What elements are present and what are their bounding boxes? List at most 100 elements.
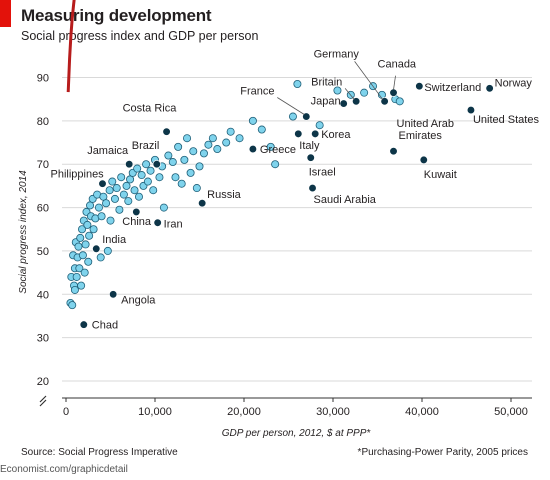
point-label: Angola — [121, 294, 156, 306]
y-tick-label: 50 — [37, 246, 49, 258]
scatter-point — [78, 251, 87, 260]
point-label: Britain — [311, 76, 342, 88]
scatter-point — [266, 142, 275, 151]
scatter-point — [110, 194, 119, 203]
scatter-point — [117, 173, 126, 182]
x-tick-label: 50,000 — [494, 406, 528, 418]
label-leader-line — [393, 75, 396, 90]
point-labels: Chad Angola India China Iran Philippines Jamai… — [50, 48, 539, 331]
point-label-line: United Arab — [397, 118, 454, 130]
scatter-point — [146, 166, 155, 175]
ppp-footnote: *Purchasing-Power Parity, 2005 prices — [357, 447, 528, 458]
scatter-point — [189, 147, 198, 156]
data-points — [66, 80, 494, 329]
x-tick-label: 0 — [63, 406, 69, 418]
scatter-point — [72, 272, 81, 281]
highlighted-point — [132, 207, 141, 217]
point-label: Japan — [311, 96, 341, 108]
point-label: Israel — [309, 167, 336, 179]
highlighted-point — [198, 199, 207, 208]
y-tick-label: 90 — [37, 73, 49, 85]
scatter-point — [124, 197, 133, 206]
point-label: Saudi Arabia — [314, 194, 377, 206]
scatter-point — [293, 80, 302, 89]
scatter-point — [97, 212, 106, 221]
point-label: Switzerland — [424, 82, 481, 94]
scatter-point — [84, 257, 93, 266]
highlighted-point — [419, 155, 428, 165]
scatter-point — [108, 177, 117, 186]
scatter-point — [102, 199, 111, 208]
scatter-point — [81, 240, 90, 249]
scatter-point — [77, 281, 86, 290]
highlighted-point — [125, 160, 134, 169]
scatter-point — [288, 112, 297, 121]
scatter-point — [235, 134, 244, 143]
highlighted-point — [248, 144, 258, 154]
point-label: Germany — [314, 48, 360, 60]
scatter-point — [75, 264, 84, 273]
point-label: Canada — [378, 59, 417, 71]
point-label: China — [122, 216, 152, 228]
highlighted-point — [466, 105, 476, 115]
y-axis-title: Social progress index, 2014 — [18, 170, 29, 294]
x-tick-label: 40,000 — [405, 406, 439, 418]
scatter-point — [89, 225, 98, 234]
scatter-point — [106, 216, 115, 225]
y-tick-label: 20 — [37, 376, 49, 388]
point-label: Chad — [92, 320, 118, 332]
scatter-point — [171, 173, 180, 182]
scatter-point — [271, 160, 280, 169]
site-link[interactable]: Economist.com/graphicdetail — [0, 464, 128, 475]
scatter-point — [195, 162, 204, 171]
chart-title: Measuring development — [21, 6, 212, 25]
highlighted-point — [79, 320, 88, 329]
highlighted-point — [415, 82, 424, 91]
x-tick-label: 20,000 — [227, 406, 261, 418]
y-tick-label: 60 — [37, 203, 49, 215]
highlighted-point — [311, 129, 320, 139]
scatter-point — [177, 179, 186, 188]
point-label: Greece — [260, 144, 296, 156]
scatter-point — [96, 253, 105, 262]
scatter-point — [85, 231, 94, 240]
label-leader-line — [354, 61, 383, 100]
x-axis-title: GDP per person, 2012, $ at PPP* — [222, 428, 372, 439]
scatter-point — [174, 142, 183, 151]
highlighted-point — [389, 147, 398, 156]
scatter-point — [78, 225, 87, 234]
scatter-point — [149, 186, 158, 195]
highlighted-point — [152, 160, 161, 169]
scatter-point — [137, 171, 146, 180]
highlighted-point — [109, 290, 118, 299]
scatter-point — [183, 134, 192, 143]
scatter-point — [74, 242, 83, 251]
chart-subtitle: Social progress index and GDP per person — [21, 29, 259, 43]
scatter-point — [208, 134, 217, 143]
point-label: France — [240, 86, 274, 98]
highlighted-point — [351, 97, 361, 106]
scatter-point — [315, 121, 324, 130]
axes: 20 30 40 50 60 70 80 90 0 10,000 20,000 30,000 40,00… — [18, 73, 532, 439]
scatter-point — [105, 186, 114, 195]
scatter-point — [204, 140, 213, 149]
highlighted-point — [380, 97, 389, 106]
y-tick-label: 30 — [37, 333, 49, 345]
scatter-point — [222, 138, 231, 147]
label-leader-line — [344, 88, 355, 100]
scatter-point — [186, 168, 195, 177]
scatter-point — [133, 164, 142, 173]
scatter-point — [180, 155, 189, 164]
highlighted-point — [294, 129, 303, 139]
highlighted-point — [389, 88, 398, 97]
point-label: Iran — [164, 219, 183, 231]
highlighted-point — [306, 153, 315, 162]
scatter-point — [76, 233, 85, 242]
point-label: Russia — [207, 189, 242, 201]
scatter-point — [395, 97, 404, 106]
point-label: Costa Rica — [123, 103, 178, 115]
y-tick-label: 80 — [37, 116, 49, 128]
scatter-point — [94, 203, 103, 212]
point-label: India — [102, 234, 127, 246]
